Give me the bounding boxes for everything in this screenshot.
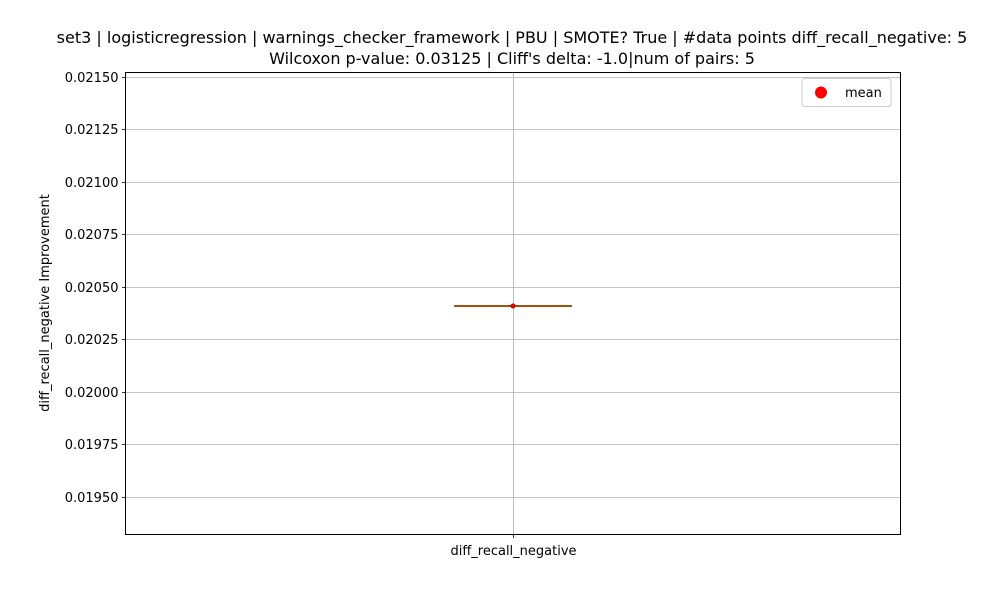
plot-data — [454, 303, 572, 309]
y-tick-label: 0.02050 — [65, 281, 119, 296]
x-tick-label: diff_recall_negative — [450, 544, 576, 559]
y-tick-label: 0.01975 — [65, 438, 119, 453]
legend-label: mean — [845, 86, 882, 101]
y-tick-label: 0.01950 — [65, 491, 119, 506]
y-tick-label: 0.02075 — [65, 228, 119, 243]
legend-mean-marker — [815, 86, 827, 99]
plot-frame — [125, 72, 901, 535]
chart-title-line-2: Wilcoxon p-value: 0.03125 | Cliff's delt… — [269, 49, 755, 68]
chart-title-line-1: set3 | logisticregression | warnings_che… — [57, 28, 968, 48]
y-tick-label: 0.02100 — [65, 176, 119, 191]
y-tick-label: 0.02025 — [65, 333, 119, 348]
y-axis-label: diff_recall_negative Improvement — [38, 194, 53, 412]
legend: mean — [801, 78, 892, 107]
mean-marker — [510, 303, 516, 309]
y-tick-label: 0.02000 — [65, 386, 119, 401]
y-tick-label: 0.02125 — [65, 123, 119, 138]
y-tick-label: 0.02150 — [65, 71, 119, 86]
grid-lines — [125, 72, 901, 535]
axes: 0.01950 0.01975 0.02000 0.02025 0.02050 0.020… — [65, 71, 577, 559]
legend-frame — [801, 78, 892, 107]
